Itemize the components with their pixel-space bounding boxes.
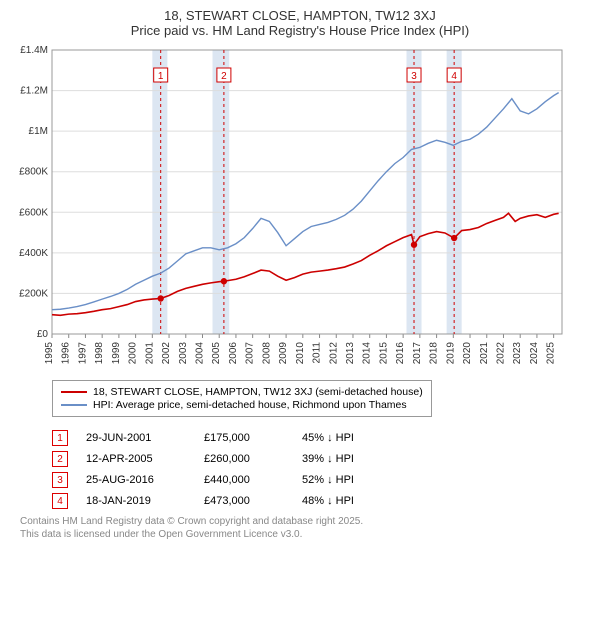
svg-text:2010: 2010 — [295, 342, 306, 365]
event-price: £473,000 — [204, 495, 284, 507]
svg-text:£200K: £200K — [19, 288, 48, 299]
svg-text:2002: 2002 — [161, 342, 172, 365]
legend-swatch — [61, 404, 87, 406]
event-hpi-delta: 52% ↓ HPI — [302, 474, 354, 486]
chart-title-block: 18, STEWART CLOSE, HAMPTON, TW12 3XJ Pri… — [10, 8, 590, 38]
svg-text:£1.4M: £1.4M — [20, 45, 48, 56]
svg-text:2000: 2000 — [128, 342, 139, 365]
legend-label: 18, STEWART CLOSE, HAMPTON, TW12 3XJ (se… — [93, 386, 423, 398]
svg-text:1: 1 — [158, 71, 164, 82]
svg-text:2014: 2014 — [362, 342, 373, 365]
svg-text:1996: 1996 — [61, 342, 72, 365]
svg-text:2009: 2009 — [278, 342, 289, 365]
svg-text:2019: 2019 — [445, 342, 456, 365]
svg-text:2001: 2001 — [144, 342, 155, 365]
svg-text:£600K: £600K — [19, 207, 48, 218]
svg-text:2003: 2003 — [178, 342, 189, 365]
svg-text:2017: 2017 — [412, 342, 423, 365]
svg-text:1999: 1999 — [111, 342, 122, 365]
svg-text:2015: 2015 — [378, 342, 389, 365]
svg-text:4: 4 — [451, 71, 457, 82]
svg-text:2011: 2011 — [312, 342, 323, 364]
legend-row: HPI: Average price, semi-detached house,… — [61, 399, 423, 411]
svg-text:2021: 2021 — [479, 342, 490, 365]
svg-text:2013: 2013 — [345, 342, 356, 365]
event-price: £440,000 — [204, 474, 284, 486]
event-number-box: 3 — [52, 472, 68, 488]
event-number-box: 2 — [52, 451, 68, 467]
legend-row: 18, STEWART CLOSE, HAMPTON, TW12 3XJ (se… — [61, 386, 423, 398]
svg-text:2016: 2016 — [395, 342, 406, 365]
svg-text:£1M: £1M — [29, 126, 48, 137]
svg-text:1998: 1998 — [94, 342, 105, 365]
event-date: 29-JUN-2001 — [86, 432, 186, 444]
legend-swatch — [61, 391, 87, 393]
svg-text:1997: 1997 — [77, 342, 88, 365]
event-number-box: 4 — [52, 493, 68, 509]
svg-text:2020: 2020 — [462, 342, 473, 365]
event-hpi-delta: 39% ↓ HPI — [302, 453, 354, 465]
svg-text:£400K: £400K — [19, 248, 48, 259]
event-date: 25-AUG-2016 — [86, 474, 186, 486]
line-chart-svg: £0 £200K £400K £600K £800K £1M £1.2M £1.4M 1995 1… — [10, 44, 570, 374]
svg-text:3: 3 — [411, 71, 417, 82]
event-price: £260,000 — [204, 453, 284, 465]
footer-attribution: Contains HM Land Registry data © Crown c… — [20, 515, 590, 541]
footer-line1: Contains HM Land Registry data © Crown c… — [20, 515, 590, 528]
svg-text:1995: 1995 — [44, 342, 55, 365]
svg-text:2006: 2006 — [228, 342, 239, 365]
title-line1: 18, STEWART CLOSE, HAMPTON, TW12 3XJ — [10, 8, 590, 23]
legend-box: 18, STEWART CLOSE, HAMPTON, TW12 3XJ (se… — [52, 380, 432, 417]
event-row: 4 18-JAN-2019 £473,000 48% ↓ HPI — [52, 493, 590, 509]
svg-text:2024: 2024 — [529, 342, 540, 365]
events-table: 1 29-JUN-2001 £175,000 45% ↓ HPI 2 12-APR-200… — [52, 430, 590, 509]
chart-area: £0 £200K £400K £600K £800K £1M £1.2M £1.4M 1995 1… — [10, 44, 590, 374]
svg-text:2007: 2007 — [245, 342, 256, 365]
event-hpi-delta: 45% ↓ HPI — [302, 432, 354, 444]
legend-label: HPI: Average price, semi-detached house,… — [93, 399, 407, 411]
svg-text:2: 2 — [221, 71, 227, 82]
title-line2: Price paid vs. HM Land Registry's House … — [10, 23, 590, 38]
event-date: 18-JAN-2019 — [86, 495, 186, 507]
svg-text:£1.2M: £1.2M — [20, 86, 48, 97]
event-row: 1 29-JUN-2001 £175,000 45% ↓ HPI — [52, 430, 590, 446]
svg-text:2022: 2022 — [495, 342, 506, 365]
svg-text:2012: 2012 — [328, 342, 339, 365]
svg-text:£0: £0 — [37, 329, 49, 340]
svg-text:2004: 2004 — [194, 342, 205, 365]
footer-line2: This data is licensed under the Open Gov… — [20, 528, 590, 541]
svg-text:2023: 2023 — [512, 342, 523, 365]
event-number-box: 1 — [52, 430, 68, 446]
event-row: 2 12-APR-2005 £260,000 39% ↓ HPI — [52, 451, 590, 467]
event-date: 12-APR-2005 — [86, 453, 186, 465]
event-price: £175,000 — [204, 432, 284, 444]
svg-text:£800K: £800K — [19, 167, 48, 178]
event-row: 3 25-AUG-2016 £440,000 52% ↓ HPI — [52, 472, 590, 488]
svg-text:2018: 2018 — [429, 342, 440, 365]
svg-text:2005: 2005 — [211, 342, 222, 365]
svg-text:2008: 2008 — [261, 342, 272, 365]
svg-text:2025: 2025 — [546, 342, 557, 365]
event-hpi-delta: 48% ↓ HPI — [302, 495, 354, 507]
